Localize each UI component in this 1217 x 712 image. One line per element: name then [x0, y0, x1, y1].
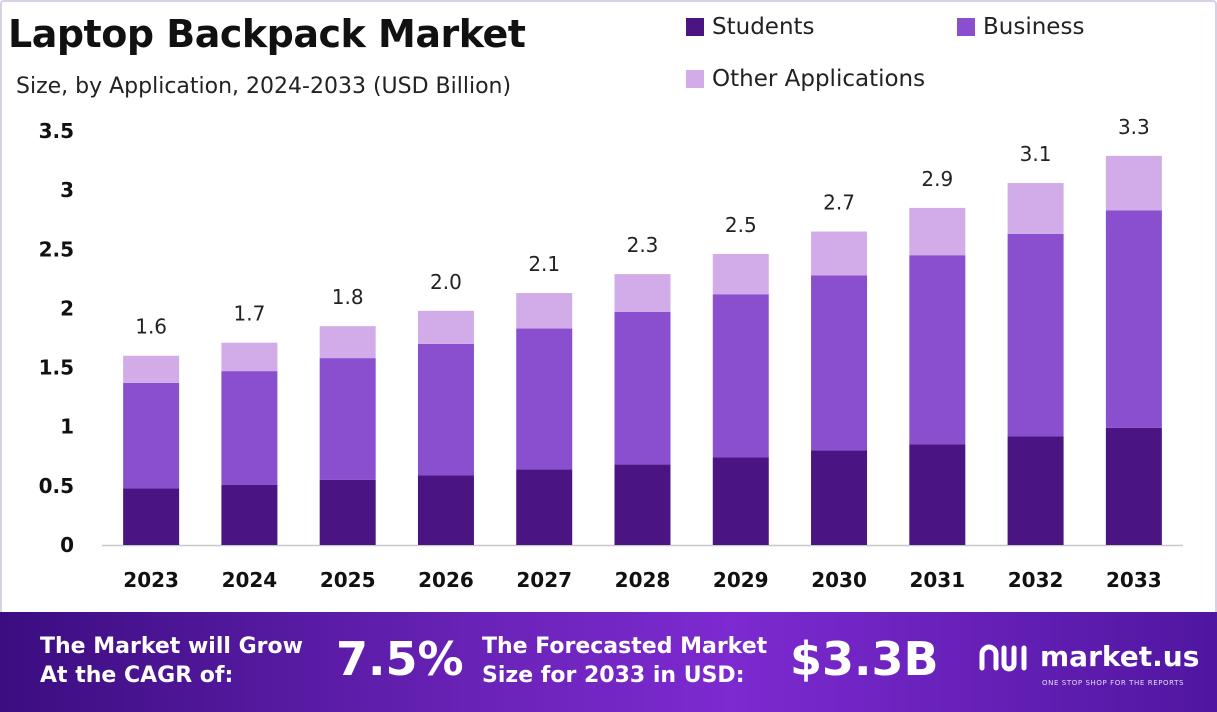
x-tick-label: 2028 — [615, 568, 671, 592]
bar-segment-other-applications — [811, 231, 868, 276]
x-tick-label: 2025 — [320, 568, 376, 592]
footer-banner: The Market will Grow At the CAGR of: 7.5… — [0, 612, 1217, 712]
legend-label-other-applications: Other Applications — [712, 66, 926, 92]
legend-item-other-applications: Other Applications — [686, 66, 925, 92]
brand-name: market.us — [1040, 640, 1200, 673]
bar-segment-other-applications — [417, 310, 474, 344]
bar-segment-business — [1007, 233, 1064, 437]
y-tick-label: 2 — [60, 296, 74, 320]
forecast-label-line1: The Forecasted Market — [482, 634, 768, 659]
y-tick-label: 0.5 — [39, 474, 74, 498]
bar-segment-students — [712, 457, 769, 545]
cagr-label-line1: The Market will Grow — [40, 634, 303, 659]
bar-total-label: 2.3 — [627, 233, 659, 257]
cagr-value: 7.5% — [336, 632, 464, 686]
bar-segment-students — [123, 488, 180, 545]
x-tick-label: 2027 — [516, 568, 572, 592]
bar-segment-other-applications — [1105, 155, 1162, 211]
bar-segment-students — [1007, 436, 1064, 545]
bar-total-label: 1.7 — [234, 302, 266, 326]
y-tick-label: 1 — [60, 415, 74, 439]
bar-segment-students — [614, 464, 671, 545]
bar-total-label: 3.3 — [1118, 115, 1150, 139]
y-tick-label: 3.5 — [39, 119, 74, 143]
bar-segment-other-applications — [712, 254, 769, 295]
x-tick-label: 2030 — [811, 568, 867, 592]
bar-segment-business — [221, 371, 278, 485]
forecast-label-line2: Size for 2033 in USD: — [482, 663, 745, 688]
bar-segment-other-applications — [516, 293, 573, 329]
bar-total-label: 3.1 — [1020, 142, 1052, 166]
bar-total-label: 2.1 — [528, 252, 560, 276]
bar-segment-other-applications — [614, 274, 671, 312]
bar-segment-business — [319, 358, 376, 480]
bar-segment-students — [811, 450, 868, 545]
bar-segment-other-applications — [909, 207, 966, 256]
bar-segment-students — [417, 475, 474, 545]
brand-tagline: ONE STOP SHOP FOR THE REPORTS — [1042, 679, 1185, 687]
legend-swatch-business — [957, 18, 975, 36]
x-tick-label: 2031 — [909, 568, 965, 592]
bar-segment-business — [811, 275, 868, 451]
bar-segment-students — [1105, 427, 1162, 545]
bar-segment-business — [516, 328, 573, 470]
bar-segment-other-applications — [123, 355, 180, 383]
legend-label-students: Students — [712, 14, 815, 40]
bar-total-label: 2.9 — [921, 167, 953, 191]
bar-segment-business — [1105, 210, 1162, 428]
market-us-logo-icon — [979, 644, 1027, 671]
legend-swatch-students — [686, 18, 704, 36]
legend-swatch-other-applications — [686, 70, 704, 88]
bar-segment-business — [712, 294, 769, 458]
cagr-label: The Market will Grow At the CAGR of: — [40, 632, 303, 690]
y-tick-label: 1.5 — [39, 356, 74, 380]
x-tick-label: 2026 — [418, 568, 474, 592]
bar-segment-students — [319, 479, 376, 545]
bar-total-label: 2.7 — [823, 191, 855, 215]
chart-title: Laptop Backpack Market — [8, 12, 526, 56]
bar-segment-business — [123, 382, 180, 489]
x-tick-label: 2033 — [1106, 568, 1162, 592]
bar-total-label: 2.0 — [430, 270, 462, 294]
brand-logo: market.us — [978, 640, 1199, 673]
legend-label-business: Business — [983, 14, 1085, 40]
forecast-value: $3.3B — [790, 632, 939, 686]
y-tick-label: 3 — [60, 178, 74, 202]
y-tick-label: 2.5 — [39, 237, 74, 261]
x-tick-label: 2023 — [123, 568, 179, 592]
bar-total-label: 2.5 — [725, 213, 757, 237]
chart-subtitle: Size, by Application, 2024-2033 (USD Bil… — [16, 74, 512, 99]
legend-item-students: Students — [686, 14, 815, 40]
bar-segment-business — [417, 343, 474, 476]
y-tick-label: 0 — [60, 533, 74, 557]
bar-segment-business — [909, 255, 966, 445]
bar-total-label: 1.8 — [332, 285, 364, 309]
x-tick-label: 2024 — [222, 568, 278, 592]
bar-segment-other-applications — [221, 342, 278, 372]
bar-total-label: 1.6 — [135, 315, 167, 339]
x-tick-label: 2029 — [713, 568, 769, 592]
forecast-label: The Forecasted Market Size for 2033 in U… — [482, 632, 767, 690]
stacked-bar-chart: 0 0.5 1 1.5 2 2.5 3 3.5 1.6 2023 1.7 2024 1.8 2025 2.0… — [39, 115, 1183, 592]
cagr-label-line2: At the CAGR of: — [40, 663, 234, 688]
bar-segment-students — [909, 444, 966, 545]
bar-segment-students — [221, 484, 278, 545]
legend-item-business: Business — [957, 14, 1084, 40]
x-tick-label: 2032 — [1008, 568, 1064, 592]
bar-segment-other-applications — [319, 326, 376, 359]
bar-segment-other-applications — [1007, 183, 1064, 234]
bar-segment-business — [614, 311, 671, 465]
bar-segment-students — [516, 469, 573, 545]
